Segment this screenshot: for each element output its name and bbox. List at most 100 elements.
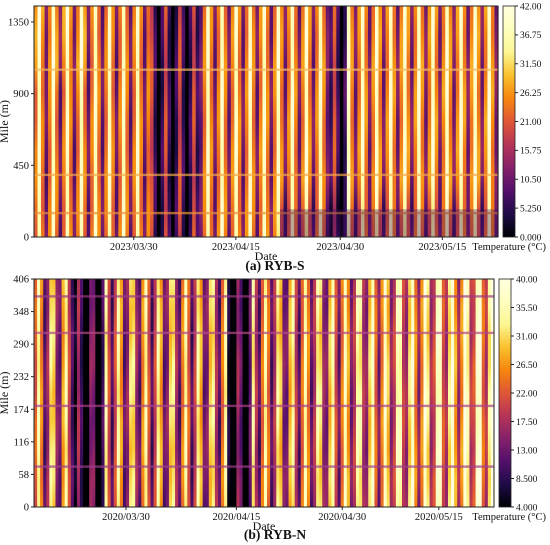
heatmap-column (365, 279, 369, 507)
heatmap-column (234, 6, 239, 237)
heatmap-column (484, 279, 489, 507)
heatmap-column (316, 279, 320, 507)
heatmap-column (444, 279, 449, 507)
heatmap-column (70, 279, 75, 507)
panel-caption: (a) RYB-S (245, 258, 304, 273)
horizontal-band (34, 68, 498, 71)
heatmap-column (371, 279, 375, 507)
heatmap-column (332, 6, 337, 237)
heatmap-column (227, 6, 232, 237)
heatmap-column (301, 6, 306, 237)
heatmap-column (367, 6, 373, 237)
heatmap-column (171, 6, 176, 237)
heatmap-column (420, 6, 425, 237)
heatmap-column (438, 6, 443, 237)
heatmap-column (340, 279, 345, 507)
heatmap-column (178, 279, 182, 507)
colorbar-tick-label: 17.50 (516, 418, 538, 428)
heatmap-column (43, 279, 47, 507)
heatmap-column (48, 6, 53, 237)
heatmap-column (220, 6, 225, 237)
heatmap-column (389, 6, 394, 237)
heatmap-column (208, 279, 213, 507)
heatmap-column (448, 279, 452, 507)
heatmap-column (150, 6, 155, 237)
colorbar-tick-label: 26.25 (520, 89, 542, 99)
heatmap-column (202, 279, 207, 507)
heatmap-column (490, 6, 496, 237)
horizontal-band (34, 404, 494, 408)
heatmap-column (248, 279, 253, 507)
heatmap-column (138, 279, 142, 507)
heatmap-column (258, 6, 264, 237)
heatmap-column (132, 6, 137, 237)
heatmap-column (95, 279, 99, 507)
heatmap-column (435, 279, 440, 507)
heatmap-column (438, 279, 443, 507)
heatmap-column (414, 279, 418, 507)
heatmap-column (300, 279, 305, 507)
heatmap-column (144, 279, 149, 507)
colorbar: 4.000 8.500 13.00 17.50 22.00 26.50 31.00 35.50… (472, 275, 546, 523)
heatmap-column (61, 279, 66, 507)
colorbar-tick-label: 4.000 (516, 503, 538, 513)
colorbar-tick-label: 15.75 (520, 147, 542, 157)
lower-segment-shade (279, 209, 498, 237)
heatmap-column (141, 279, 145, 507)
heatmap-column (236, 279, 241, 507)
heatmap-column (181, 279, 185, 507)
heatmap-column (283, 6, 288, 237)
heatmap-column (97, 6, 102, 237)
heatmap-column (110, 279, 115, 507)
heatmap-column (89, 279, 93, 507)
heatmap-column (276, 279, 280, 507)
x-tick-label: 2020/05/15 (415, 512, 463, 523)
heatmap-column (432, 279, 437, 507)
colorbar-tick-label: 35.50 (516, 304, 538, 314)
heatmap-column (487, 279, 492, 507)
heatmap-column (420, 279, 425, 507)
heatmap-column (65, 6, 70, 237)
heatmap-column (146, 6, 151, 237)
colorbar-label: Temperature (°C) (472, 242, 546, 253)
y-tick-label: 290 (13, 340, 29, 351)
heatmap-column (395, 279, 400, 507)
heatmap-column (157, 6, 162, 237)
heatmap-column (276, 6, 281, 237)
y-axis: 0 450 900 1350 Mile (m) (0, 17, 34, 244)
heatmap-column (469, 279, 474, 507)
y-tick-label: 232 (13, 372, 29, 383)
heatmap-column (193, 279, 198, 507)
heatmap-column (475, 279, 480, 507)
heatmap-column (445, 6, 450, 237)
heatmap-column (126, 279, 130, 507)
heatmap-column (214, 279, 219, 507)
heatmap-column (125, 6, 130, 237)
heatmap-column (199, 6, 204, 237)
heatmap-column (441, 279, 446, 507)
heatmap-column (313, 279, 317, 507)
heatmap-column (93, 6, 98, 237)
heatmap-column (83, 279, 87, 507)
heatmap-column (382, 6, 387, 237)
y-axis: 0 58 116 174 232 290 348 406 Mile (m) (0, 275, 34, 514)
heatmap-column (402, 279, 406, 507)
heatmap-column (331, 279, 336, 507)
heatmap-column (350, 6, 355, 237)
heatmap-column (185, 6, 190, 237)
heatmap-column (463, 279, 467, 507)
colorbar-tick-label: 40.00 (516, 275, 538, 285)
heatmap-column (164, 6, 169, 237)
heatmap-column (119, 279, 124, 507)
heatmap-column (100, 6, 105, 237)
heatmap-column (83, 6, 88, 237)
heatmap-column (360, 6, 366, 237)
heatmap-column (494, 6, 499, 237)
heatmap-column (434, 6, 439, 237)
heatmap-column (52, 279, 57, 507)
heatmap-column (294, 6, 299, 237)
heatmap-column (248, 6, 253, 237)
horizontal-band (34, 295, 494, 298)
heatmap-column (328, 279, 333, 507)
